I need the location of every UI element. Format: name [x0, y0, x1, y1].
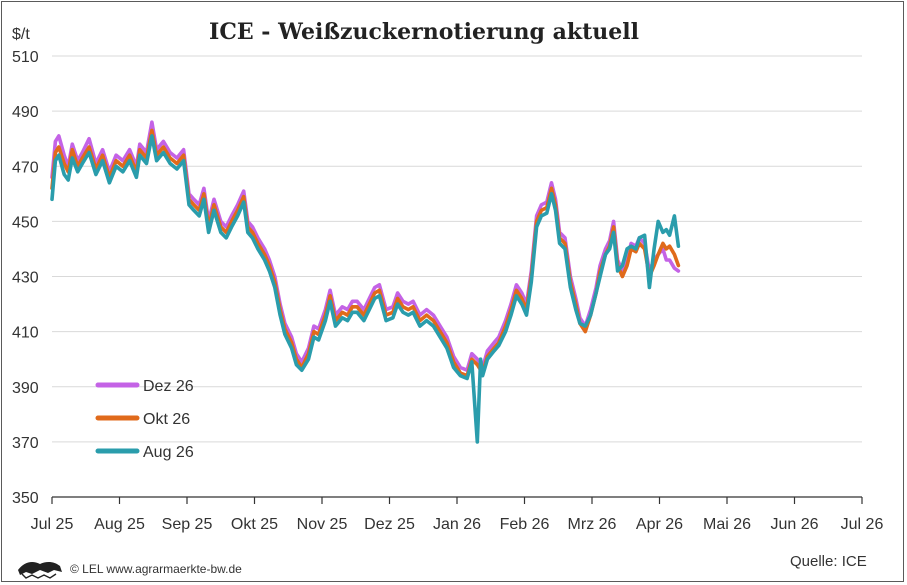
legend-label: Okt 26	[143, 411, 190, 428]
y-tick-label: 350	[12, 490, 39, 507]
legend-label: Aug 26	[143, 444, 194, 461]
y-tick-label: 390	[12, 380, 39, 397]
y-tick-label: 490	[12, 104, 39, 121]
x-tick-label: Aug 25	[94, 516, 145, 533]
y-tick-label: 470	[12, 159, 39, 176]
x-tick-label: Feb 26	[500, 516, 550, 533]
series-line-1	[50, 128, 681, 378]
x-tick-label: Jan 26	[433, 516, 481, 533]
legend-label: Dez 26	[143, 378, 194, 395]
grid	[52, 55, 862, 443]
y-tick-label: 410	[12, 325, 39, 342]
x-tick-label: Okt 25	[231, 516, 278, 533]
legend: Dez 26 Okt 26 Aug 26	[95, 378, 194, 461]
source-text: Quelle: ICE	[790, 553, 867, 570]
x-tick-label: Mai 26	[703, 516, 751, 533]
y-tick-label: 450	[12, 214, 39, 231]
series-line-2	[50, 134, 681, 444]
x-tick-label: Mrz 26	[568, 516, 617, 533]
series-lines	[50, 120, 681, 444]
x-tick-label: Sep 25	[162, 516, 213, 533]
x-tick-label: Jul 26	[841, 516, 884, 533]
lion-logo-icon	[18, 561, 62, 579]
copyright-text: © LEL www.agrarmaerkte-bw.de	[70, 562, 242, 576]
x-tick-label: Apr 26	[636, 516, 683, 533]
x-tick-label: Jul 25	[31, 516, 74, 533]
y-tick-label: 510	[12, 49, 39, 66]
x-tick-label: Jun 26	[770, 516, 818, 533]
y-tick-label: 370	[12, 435, 39, 452]
y-tick-labels: 350 370 390 410 430 450 470 490 510	[12, 49, 39, 507]
x-tick-label: Dez 25	[364, 516, 415, 533]
x-tick-label: Nov 25	[297, 516, 348, 533]
chart-title: ICE - Weißzuckernotierung aktuell	[209, 19, 639, 45]
y-axis-label: $/t	[12, 26, 30, 43]
y-tick-label: 430	[12, 270, 39, 287]
x-axis: Jul 25 Aug 25 Sep 25 Okt 25 Nov 25 Dez 25 Jan …	[31, 496, 884, 533]
